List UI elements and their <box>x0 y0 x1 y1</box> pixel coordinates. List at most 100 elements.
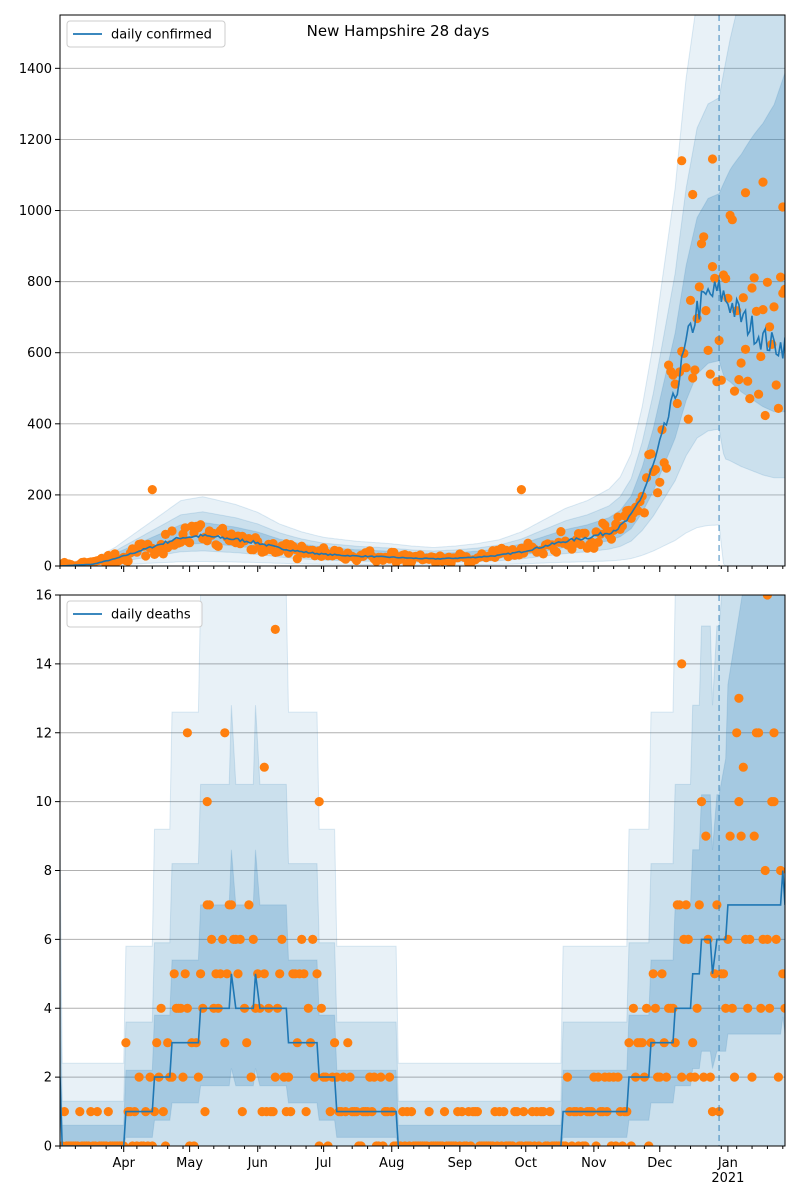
observation-point <box>646 449 656 459</box>
observation-point <box>202 797 212 807</box>
observation-point <box>754 728 764 738</box>
observation-point <box>747 1072 757 1082</box>
observation-point <box>215 969 225 979</box>
observation-point <box>701 306 711 316</box>
observation-point <box>718 969 729 979</box>
observation-point <box>376 1072 386 1082</box>
observation-point <box>545 1107 555 1117</box>
observation-point <box>591 1141 601 1146</box>
observation-point <box>538 549 548 559</box>
observation-point <box>551 547 562 557</box>
observation-point <box>677 156 687 166</box>
observation-point <box>688 373 698 383</box>
observation-point <box>637 1038 647 1048</box>
observation-point <box>303 1003 313 1013</box>
observation-point <box>325 1107 335 1117</box>
observation-point <box>345 1072 355 1082</box>
observation-point <box>312 969 322 979</box>
observation-point <box>705 1072 715 1082</box>
observation-point <box>180 969 190 979</box>
observation-point <box>776 272 785 282</box>
deaths-observations <box>60 595 785 1146</box>
observation-point <box>628 1003 639 1013</box>
y-tick-label: 200 <box>27 488 52 503</box>
observation-point <box>778 969 785 979</box>
observation-point <box>301 1107 311 1117</box>
observation-point <box>705 369 715 379</box>
observation-point <box>316 1003 326 1013</box>
observation-point <box>692 1003 702 1013</box>
y-tick-label: 2 <box>44 1071 52 1086</box>
y-tick-label: 12 <box>35 726 52 741</box>
observation-point <box>222 969 232 979</box>
observation-point <box>685 295 696 305</box>
observation-point <box>661 1072 672 1082</box>
observation-point <box>677 1072 687 1082</box>
y-tick-label: 14 <box>35 657 52 672</box>
x-tick-label: Dec <box>647 1156 672 1171</box>
observation-point <box>769 797 779 807</box>
observation-point <box>743 376 753 386</box>
observation-point <box>338 1072 348 1082</box>
observation-point <box>644 1141 654 1146</box>
observation-point <box>457 1107 467 1117</box>
observation-point <box>178 1072 188 1082</box>
x-tick-label: May <box>176 1156 203 1171</box>
observation-point <box>650 465 661 475</box>
observation-point <box>699 1072 709 1082</box>
observation-point <box>732 728 742 738</box>
observation-point <box>743 1003 753 1013</box>
observation-point <box>406 1107 417 1117</box>
observation-point <box>270 1072 280 1082</box>
observation-point <box>580 1141 590 1146</box>
observation-point <box>756 1003 766 1013</box>
confirmed-legend: daily confirmed <box>66 20 226 48</box>
y-tick-label: 8 <box>44 864 52 879</box>
observation-point <box>378 1141 388 1146</box>
observation-point <box>727 215 737 225</box>
observation-point <box>593 537 603 547</box>
observation-point <box>655 477 665 487</box>
observation-point <box>736 358 746 368</box>
y-tick-label: 0 <box>44 560 52 575</box>
legend-box <box>66 20 226 48</box>
observation-point <box>696 797 707 807</box>
observation-point <box>314 1141 324 1146</box>
observation-point <box>499 1107 509 1117</box>
y-tick-label: 1000 <box>19 204 52 219</box>
observation-point <box>712 900 722 910</box>
y-tick-label: 800 <box>27 275 52 290</box>
y-tick-label: 600 <box>27 346 52 361</box>
observation-point <box>734 797 744 807</box>
observation-point <box>740 344 751 354</box>
observation-point <box>771 380 781 390</box>
observation-point <box>297 934 307 945</box>
observation-point <box>562 1072 573 1082</box>
observation-point <box>246 1072 256 1082</box>
observation-point <box>330 1038 340 1048</box>
observation-point <box>121 1038 131 1048</box>
observation-point <box>466 1141 476 1146</box>
x-tick-label: Apr <box>112 1156 135 1171</box>
observation-point <box>472 1107 482 1117</box>
observation-point <box>384 1072 395 1082</box>
observation-point <box>707 1107 718 1117</box>
observation-point <box>745 934 755 945</box>
observation-point <box>196 969 206 979</box>
observation-point <box>699 232 709 242</box>
x-tick-label: Oct <box>515 1156 537 1171</box>
observation-point <box>765 1003 775 1013</box>
observation-point <box>749 831 759 841</box>
observation-point <box>556 527 566 537</box>
observation-point <box>738 762 748 772</box>
observation-point <box>244 900 254 910</box>
observation-point <box>516 485 527 495</box>
observation-point <box>580 528 590 538</box>
observation-point <box>650 1003 661 1013</box>
observation-point <box>683 934 693 945</box>
observation-point <box>758 305 768 315</box>
y-tick-label: 1400 <box>19 62 52 77</box>
observation-point <box>624 1038 634 1048</box>
observation-point <box>725 831 735 841</box>
observation-point <box>670 379 680 389</box>
